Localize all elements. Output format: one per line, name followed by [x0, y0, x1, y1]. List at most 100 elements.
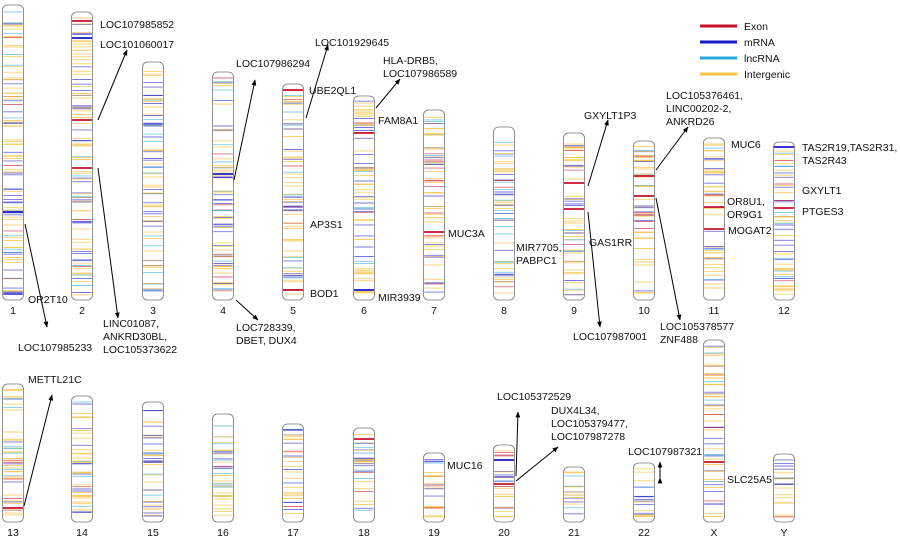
- chromosome-body: [563, 132, 585, 301]
- chromosome-15: 15: [142, 401, 164, 537]
- leader-arrow: [23, 394, 54, 507]
- chromosome-number: 9: [571, 305, 577, 317]
- gene-label-line: LOC105372529: [497, 391, 571, 403]
- gene-label: FAM8A1: [378, 115, 418, 127]
- gene-label-line: LOC107987278: [551, 431, 625, 443]
- chromosome-1: 1: [2, 4, 24, 317]
- leader-arrow: [305, 44, 329, 119]
- chromosome-8: 8: [493, 126, 515, 317]
- legend-exon-label: Exon: [744, 21, 768, 33]
- chromosome-body: [282, 423, 304, 523]
- gene-label-line: LOC107987321: [628, 446, 702, 458]
- gene-label: LOC105378577 ZNF488: [660, 321, 734, 346]
- gene-label-line: LOC107987001: [573, 331, 647, 343]
- gene-label: METTL21C: [28, 374, 82, 386]
- legend-mrna-label: mRNA: [744, 37, 775, 49]
- leader-arrow: [515, 411, 521, 477]
- gene-label-line: MOGAT2: [728, 225, 772, 237]
- chromosome-number: 14: [76, 527, 88, 537]
- chromosome-number: 11: [709, 305, 720, 317]
- chromosome-2: 2: [71, 11, 93, 317]
- gene-label-line: FAM8A1: [378, 115, 418, 127]
- gene-label-line: DUX4L34,: [551, 405, 599, 417]
- chromosome-number: 16: [217, 527, 229, 537]
- gene-label-line: MIR7705,: [516, 242, 562, 254]
- chromosome-number: 22: [638, 527, 650, 537]
- chromosome-number: 20: [498, 527, 510, 537]
- gene-label: LOC101929645: [315, 37, 389, 49]
- gene-label-line: DBET, DUX4: [236, 335, 297, 347]
- gene-label-line: MUC16: [447, 460, 483, 472]
- gene-label: LOC107985852: [100, 19, 174, 31]
- gene-label: LOC107987001: [573, 331, 647, 343]
- chromosome-body: [703, 137, 725, 301]
- gene-label: LOC105372529: [497, 391, 571, 403]
- chromosome-number: 3: [150, 305, 156, 317]
- chromosome-10: 10: [633, 140, 655, 317]
- gene-label: UBE2QL1: [309, 85, 356, 97]
- gene-label: AP3S1: [310, 219, 343, 231]
- leader-arrow: [587, 211, 602, 328]
- gene-label-line: TAS2R43: [802, 155, 847, 167]
- chromosome-13: 13: [2, 383, 24, 537]
- chromosome-number: 10: [638, 305, 650, 317]
- leader-arrow: [375, 78, 401, 109]
- chromosome-body: [282, 83, 304, 301]
- chromosome-number: 6: [361, 305, 367, 317]
- chromosome-9: 9: [563, 132, 585, 317]
- gene-label: LOC107985233: [18, 342, 92, 354]
- gene-label-line: LOC107986294: [236, 58, 310, 70]
- chromosome-Y: Y: [773, 453, 795, 537]
- chromosome-number: 21: [568, 527, 580, 537]
- gene-label-line: LOC107985852: [100, 19, 174, 31]
- gene-label: SLC25A5: [727, 474, 772, 486]
- gene-label: LOC728339, DBET, DUX4: [236, 322, 297, 347]
- gene-label: GXYLT1: [802, 185, 842, 197]
- gene-label-line: ZNF488: [660, 334, 698, 346]
- leader-arrow: [24, 223, 49, 328]
- chromosome-6: 6: [353, 95, 375, 317]
- chromosome-11: 11: [703, 137, 725, 317]
- chromosome-17: 17: [282, 423, 304, 537]
- chromosome-14: 14: [71, 395, 93, 537]
- chromosome-number: 7: [431, 305, 437, 317]
- gene-annotations: OR2T10 LOC107985233 LOC107985852 LOC1010600…: [18, 19, 897, 486]
- gene-label-line: ANKRD26: [666, 116, 715, 128]
- chromosome-body: [353, 95, 375, 301]
- leader-lines: [23, 44, 689, 507]
- leader-arrow: [655, 197, 682, 321]
- gene-label: GAS1RR: [589, 237, 633, 249]
- chromosome-X: X: [703, 339, 725, 537]
- chromosome-18: 18: [353, 427, 375, 537]
- chromosome-20: 20: [493, 444, 515, 537]
- chromosome-body: [423, 452, 445, 523]
- gene-label: LOC105376461, LINC00202-2, ANKRD26: [666, 90, 743, 128]
- gene-label-line: LOC105376461,: [666, 90, 743, 102]
- gene-label: DUX4L34, LOC105379477, LOC107987278: [551, 405, 628, 443]
- gene-label-line: LOC105373622: [103, 344, 177, 356]
- gene-label-line: LINC01087,: [103, 318, 159, 330]
- gene-label-line: LOC101060017: [100, 39, 174, 51]
- chromosome-number: 5: [290, 305, 296, 317]
- chromosome-body: [71, 395, 93, 523]
- gene-label-line: ANKRD30BL,: [103, 331, 167, 343]
- leader-arrow: [97, 49, 128, 121]
- gene-label-line: OR9G1: [727, 209, 763, 221]
- chromosome-body: [703, 339, 725, 523]
- chromosome-body: [71, 11, 93, 301]
- chromosome-body: [423, 109, 445, 301]
- gene-label-line: AP3S1: [310, 219, 343, 231]
- chromosome-number: Y: [780, 527, 787, 537]
- gene-label: LOC101060017: [100, 39, 174, 51]
- gene-label: GXYLT1P3: [584, 110, 636, 122]
- chromosome-number: 2: [79, 305, 85, 317]
- gene-label: MOGAT2: [728, 225, 772, 237]
- chromosome-body: [142, 61, 164, 301]
- chromosome-number: 1: [10, 305, 16, 317]
- gene-label-line: LOC728339,: [236, 322, 296, 334]
- gene-label-line: SLC25A5: [727, 474, 772, 486]
- gene-label-line: PTGES3: [802, 206, 844, 218]
- chromosome-number: 4: [220, 305, 226, 317]
